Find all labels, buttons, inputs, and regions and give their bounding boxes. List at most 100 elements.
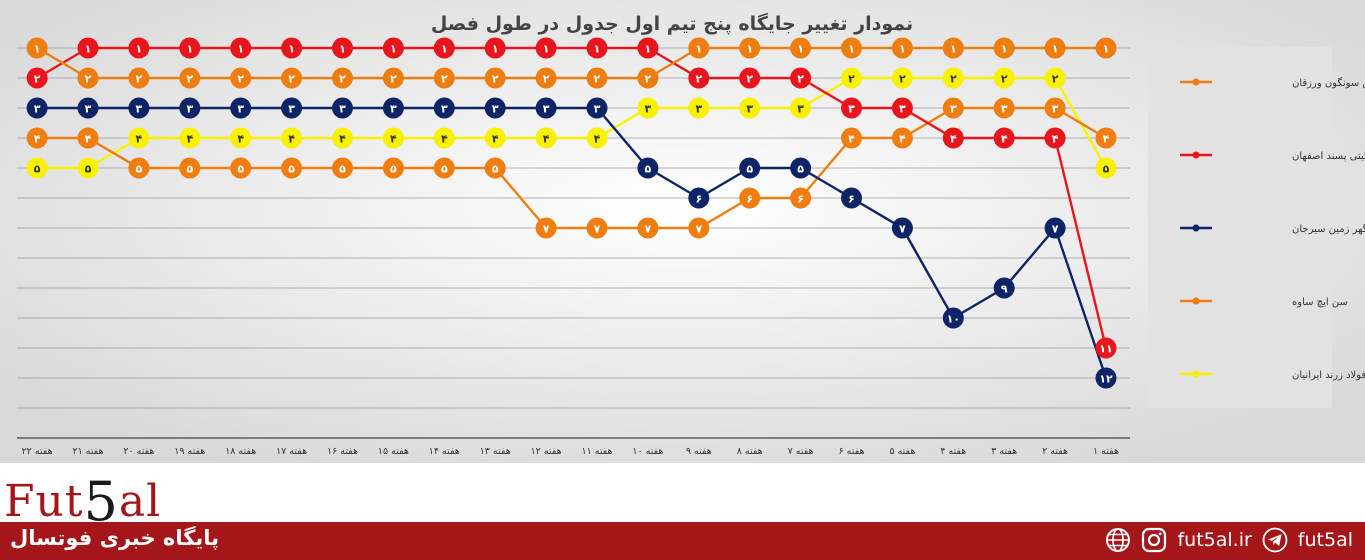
data-point [993, 37, 1015, 59]
data-point [637, 157, 659, 179]
data-point [790, 37, 812, 59]
data-label: ۲ [899, 73, 906, 86]
series-markers: ۵ ۲ ۲ ۲ ۲ ۲ ۳ ۳ ۳ ۳ ۴ ۴ ۴ ۴ ۴ ۴ ۴ ۴ ۴ ۴ ۵ ۵ [26, 67, 1117, 179]
data-point [993, 97, 1015, 119]
site-title: پایگاه خبری فوتسال [10, 526, 220, 550]
telegram-icon[interactable] [1262, 527, 1288, 553]
instagram-icon[interactable] [1141, 527, 1167, 553]
telegram-handle[interactable]: fut5al [1297, 529, 1353, 551]
series-markers: ۱۲ ۷ ۹ ۱۰ ۷ ۶ ۵ ۵ ۶ ۵ ۳ ۳ ۳ ۳ ۳ ۳ ۳ ۳ ۳ ۳ ۳ ۳ [26, 97, 1117, 389]
data-point [128, 127, 150, 149]
data-point [942, 307, 964, 329]
data-point [382, 67, 404, 89]
data-point [128, 97, 150, 119]
data-label: ۱ [441, 43, 448, 56]
data-point [332, 127, 353, 149]
data-label: ۵ [797, 163, 804, 176]
legend-swatch-marker [1192, 370, 1200, 378]
legend: مس سونگون ورزقان صنایع گیتی پسند اصفهان گه… [1148, 47, 1365, 408]
rank-chart: نمودار تغییر جایگاه پنج تیم اول جدول در … [0, 0, 1365, 463]
legend-box [1148, 47, 1332, 408]
data-label: ۶ [695, 193, 702, 206]
data-label: ۱ [34, 43, 41, 56]
data-point [1044, 127, 1066, 149]
data-point [535, 217, 557, 239]
data-point [128, 37, 150, 59]
data-label: ۲ [390, 73, 397, 86]
data-point [332, 67, 353, 89]
data-label: ۲ [1052, 73, 1059, 86]
data-label: ۳ [1052, 103, 1059, 116]
logo-text-fut: Fut [4, 476, 84, 527]
data-point [535, 37, 557, 59]
data-label: ۵ [390, 163, 397, 176]
data-label: ۱ [746, 43, 753, 56]
data-label: ۵ [186, 163, 193, 176]
legend-swatch-marker [1192, 151, 1200, 159]
data-point [26, 67, 48, 89]
globe-icon[interactable] [1105, 527, 1131, 553]
data-label: ۴ [136, 133, 143, 146]
data-point [281, 127, 303, 149]
data-point [433, 97, 455, 119]
x-tick-label: هفته ۲۲ [22, 446, 53, 457]
data-point [1044, 97, 1066, 119]
data-point [993, 277, 1015, 299]
data-label: ۳ [339, 103, 346, 116]
data-point [891, 67, 913, 89]
data-label: ۳ [390, 103, 397, 116]
data-label: ۱ [848, 43, 855, 56]
data-point [484, 157, 506, 179]
data-label: ۳ [237, 103, 244, 116]
data-label: ۱۲ [1099, 373, 1113, 386]
chart-title: نمودار تغییر جایگاه پنج تیم اول جدول در … [431, 12, 913, 35]
data-label: ۱ [136, 43, 143, 56]
data-label: ۳ [645, 103, 652, 116]
data-point [891, 217, 913, 239]
data-label: ۱ [237, 43, 244, 56]
data-point [586, 97, 608, 119]
series-group [36, 46, 1108, 349]
data-point [128, 67, 150, 89]
data-point [942, 97, 964, 119]
x-tick-label: هفته ۱۸ [225, 446, 256, 457]
data-point [484, 67, 506, 89]
data-label: ۲ [746, 73, 753, 86]
data-point [77, 127, 99, 149]
data-label: ۲ [492, 73, 499, 86]
data-label: ۲ [288, 73, 295, 86]
data-point [688, 187, 710, 209]
data-label: ۴ [899, 133, 906, 146]
data-label: ۱۰ [947, 313, 960, 326]
x-tick-label: هفته ۶ [839, 446, 865, 457]
data-point [942, 67, 964, 89]
footer-bar: پایگاه خبری فوتسال fut5al.ir fut5al [0, 522, 1365, 560]
data-point [332, 97, 353, 119]
data-point [77, 67, 99, 89]
data-label: ۱ [1052, 43, 1059, 56]
data-point [433, 67, 455, 89]
data-label: ۱ [543, 43, 550, 56]
data-point [230, 67, 252, 89]
data-point [484, 127, 506, 149]
data-label: ۳ [1001, 103, 1008, 116]
data-point [77, 37, 99, 59]
data-point [77, 157, 99, 179]
data-label: ۴ [1103, 133, 1110, 146]
x-tick-label: هفته ۱۳ [480, 446, 511, 457]
data-point [433, 37, 455, 59]
x-tick-label: هفته ۳ [991, 446, 1017, 457]
data-label: ۵ [441, 163, 448, 176]
data-point [790, 67, 812, 89]
data-label: ۱ [695, 43, 702, 56]
data-point [1095, 337, 1117, 359]
data-label: ۷ [543, 223, 550, 236]
series-group [37, 76, 1108, 170]
data-point [891, 37, 913, 59]
data-label: ۷ [899, 223, 906, 236]
series-group [37, 106, 1108, 379]
data-point [77, 97, 99, 119]
data-label: ۵ [237, 163, 244, 176]
website-link[interactable]: fut5al.ir [1177, 529, 1252, 551]
data-point [637, 37, 659, 59]
